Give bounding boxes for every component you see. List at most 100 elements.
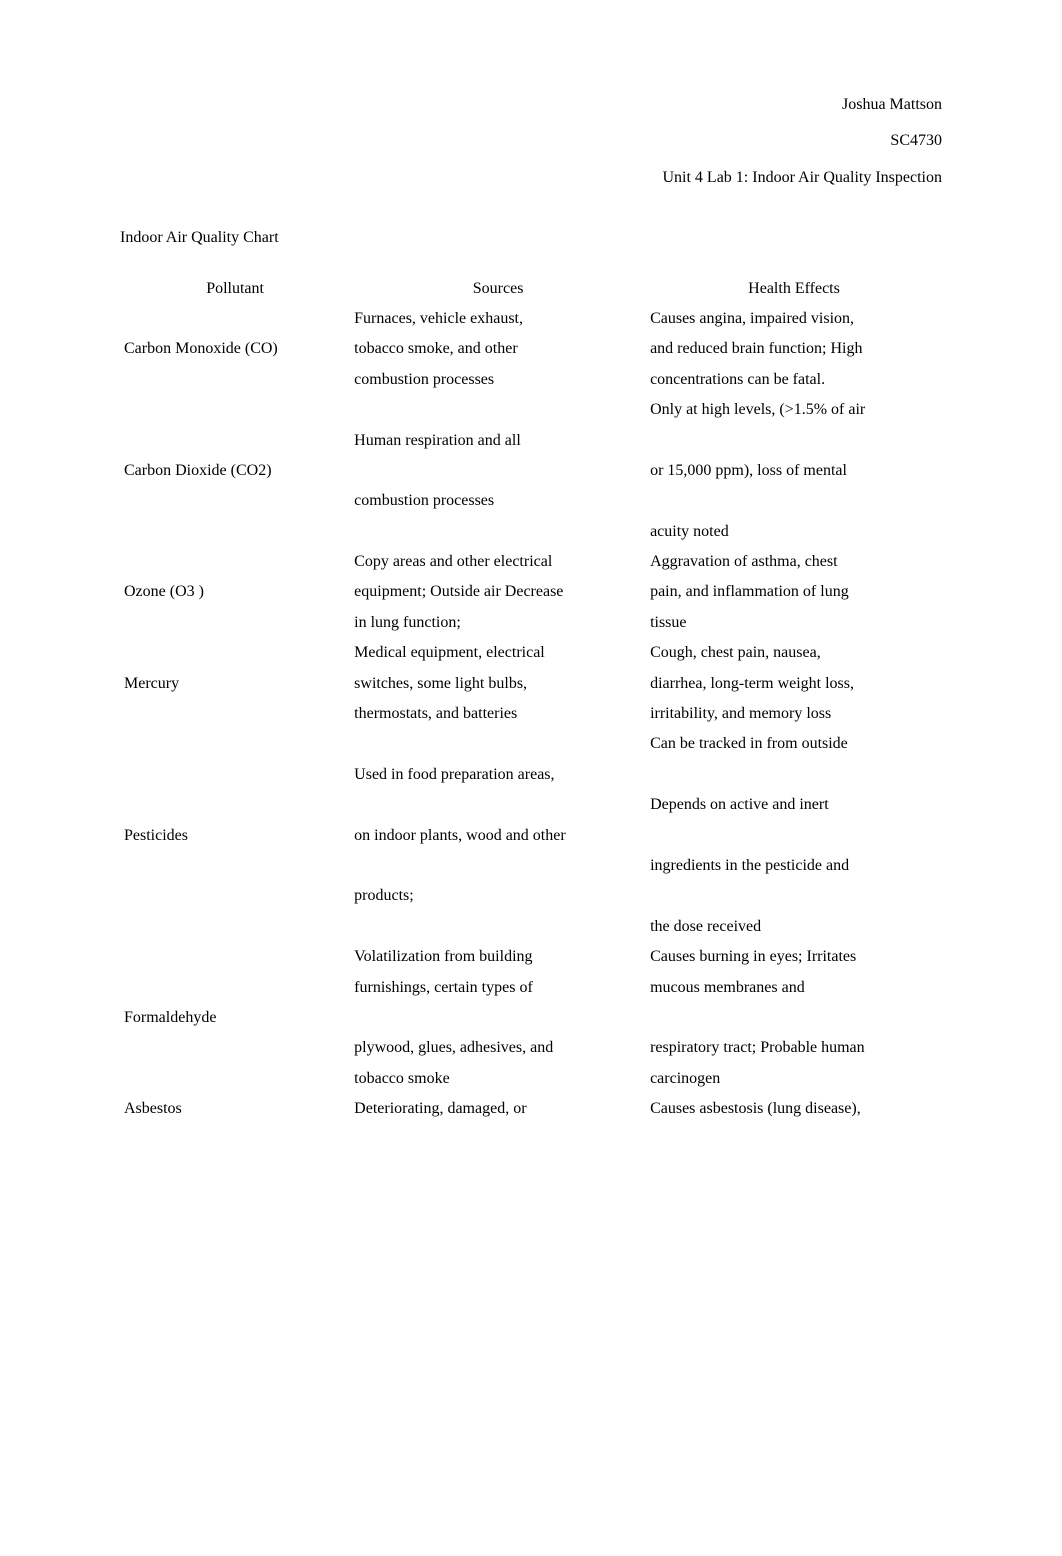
pollutant-cell (120, 942, 350, 972)
pollutant-cell: Asbestos (120, 1094, 350, 1124)
sources-cell: in lung function; (350, 608, 646, 638)
sources-cell (350, 517, 646, 547)
pollutant-cell: Ozone (O3 ) (120, 577, 350, 607)
effects-cell: diarrhea, long-term weight loss, (646, 669, 942, 699)
pollutant-cell: Formaldehyde (120, 1003, 350, 1033)
sources-cell (350, 912, 646, 942)
effects-cell: concentrations can be fatal. (646, 365, 942, 395)
effects-cell: tissue (646, 608, 942, 638)
sources-cell: equipment; Outside air Decrease (350, 577, 646, 607)
effects-cell: irritability, and memory loss (646, 699, 942, 729)
effects-cell (646, 760, 942, 790)
effects-cell: Causes angina, impaired vision, (646, 304, 942, 334)
table-row: products; (120, 881, 942, 911)
table-row: Depends on active and inert (120, 790, 942, 820)
sources-cell: Deteriorating, damaged, or (350, 1094, 646, 1124)
table-row: Pesticideson indoor plants, wood and oth… (120, 821, 942, 851)
table-row: Formaldehyde (120, 1003, 942, 1033)
header-pollutant: Pollutant (120, 274, 350, 304)
table-row: in lung function;tissue (120, 608, 942, 638)
effects-cell: or 15,000 ppm), loss of mental (646, 456, 942, 486)
pollutant-cell (120, 790, 350, 820)
sources-cell (350, 395, 646, 425)
table-row: Only at high levels, (>1.5% of air (120, 395, 942, 425)
effects-cell: respiratory tract; Probable human (646, 1033, 942, 1063)
sources-cell: Human respiration and all (350, 426, 646, 456)
sources-cell: Used in food preparation areas, (350, 760, 646, 790)
table-row: the dose received (120, 912, 942, 942)
sources-cell: combustion processes (350, 486, 646, 516)
table-row: Furnaces, vehicle exhaust,Causes angina,… (120, 304, 942, 334)
table-row: Ozone (O3 )equipment; Outside air Decrea… (120, 577, 942, 607)
pollutant-cell (120, 486, 350, 516)
effects-cell: Only at high levels, (>1.5% of air (646, 395, 942, 425)
effects-cell: carcinogen (646, 1064, 942, 1094)
pollutant-cell: Carbon Dioxide (CO2) (120, 456, 350, 486)
effects-cell: Depends on active and inert (646, 790, 942, 820)
table-row: combustion processes (120, 486, 942, 516)
table-row: AsbestosDeteriorating, damaged, orCauses… (120, 1094, 942, 1124)
sources-cell (350, 456, 646, 486)
table-row: acuity noted (120, 517, 942, 547)
sources-cell: Volatilization from building (350, 942, 646, 972)
sources-cell: thermostats, and batteries (350, 699, 646, 729)
pollutant-cell (120, 426, 350, 456)
air-quality-table: Pollutant Sources Health Effects Furnace… (120, 274, 942, 1125)
pollutant-cell (120, 608, 350, 638)
pollutant-cell: Pesticides (120, 821, 350, 851)
pollutant-cell (120, 729, 350, 759)
sources-cell: Medical equipment, electrical (350, 638, 646, 668)
pollutant-cell (120, 881, 350, 911)
table-row: Used in food preparation areas, (120, 760, 942, 790)
effects-cell: and reduced brain function; High (646, 334, 942, 364)
effects-cell (646, 821, 942, 851)
section-title: Indoor Air Quality Chart (120, 223, 942, 253)
effects-cell: Aggravation of asthma, chest (646, 547, 942, 577)
document-header: Joshua Mattson SC4730 Unit 4 Lab 1: Indo… (120, 90, 942, 193)
sources-cell: furnishings, certain types of (350, 973, 646, 1003)
effects-cell: Can be tracked in from outside (646, 729, 942, 759)
table-row: Human respiration and all (120, 426, 942, 456)
pollutant-cell (120, 395, 350, 425)
sources-cell: tobacco smoke, and other (350, 334, 646, 364)
pollutant-cell: Carbon Monoxide (CO) (120, 334, 350, 364)
table-row: Mercuryswitches, some light bulbs,diarrh… (120, 669, 942, 699)
pollutant-cell (120, 973, 350, 1003)
pollutant-cell (120, 365, 350, 395)
table-row: Carbon Dioxide (CO2) or 15,000 ppm), los… (120, 456, 942, 486)
assignment-title: Unit 4 Lab 1: Indoor Air Quality Inspect… (120, 163, 942, 193)
sources-cell (350, 790, 646, 820)
effects-cell: Causes asbestosis (lung disease), (646, 1094, 942, 1124)
pollutant-cell (120, 699, 350, 729)
sources-cell: Furnaces, vehicle exhaust, (350, 304, 646, 334)
table-row: Medical equipment, electricalCough, ches… (120, 638, 942, 668)
table-row: furnishings, certain types ofmucous memb… (120, 973, 942, 1003)
effects-cell: pain, and inflammation of lung (646, 577, 942, 607)
table-row: plywood, glues, adhesives, andrespirator… (120, 1033, 942, 1063)
table-row: Volatilization from buildingCauses burni… (120, 942, 942, 972)
table-row: thermostats, and batteriesirritability, … (120, 699, 942, 729)
pollutant-cell (120, 760, 350, 790)
effects-cell: mucous membranes and (646, 973, 942, 1003)
sources-cell: products; (350, 881, 646, 911)
pollutant-cell (120, 638, 350, 668)
pollutant-cell (120, 1033, 350, 1063)
effects-cell: Causes burning in eyes; Irritates (646, 942, 942, 972)
effects-cell (646, 426, 942, 456)
pollutant-cell (120, 1064, 350, 1094)
header-sources: Sources (350, 274, 646, 304)
table-row: Can be tracked in from outside (120, 729, 942, 759)
sources-cell: plywood, glues, adhesives, and (350, 1033, 646, 1063)
pollutant-cell (120, 304, 350, 334)
pollutant-cell (120, 517, 350, 547)
table-row: Carbon Monoxide (CO)tobacco smoke, and o… (120, 334, 942, 364)
sources-cell: combustion processes (350, 365, 646, 395)
effects-cell (646, 486, 942, 516)
table-row: combustion processesconcentrations can b… (120, 365, 942, 395)
header-effects: Health Effects (646, 274, 942, 304)
pollutant-cell (120, 912, 350, 942)
author-name: Joshua Mattson (120, 90, 942, 120)
table-row: tobacco smokecarcinogen (120, 1064, 942, 1094)
sources-cell (350, 1003, 646, 1033)
pollutant-cell: Mercury (120, 669, 350, 699)
